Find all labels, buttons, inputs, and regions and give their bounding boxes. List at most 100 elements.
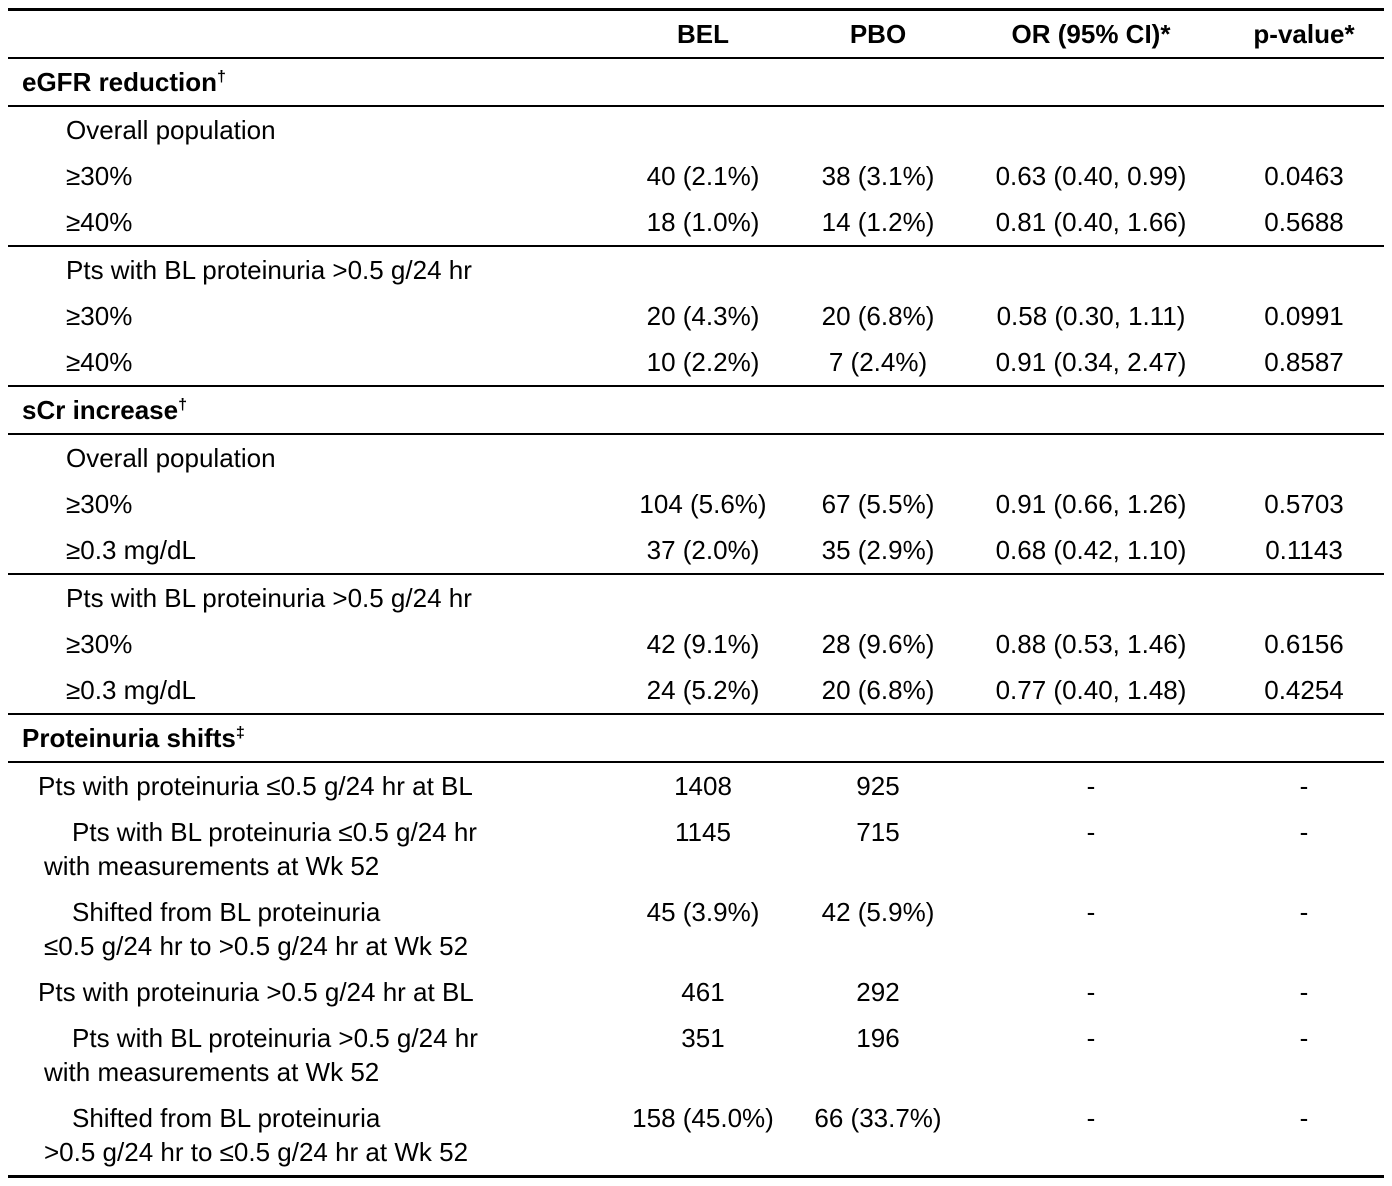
table-row-shifted-le05-to-gt05: Shifted from BL proteinuria ≤0.5 g/24 hr… — [8, 889, 1384, 969]
pbo-value: 7 (2.4%) — [828, 347, 928, 377]
section-title: Proteinuria shifts‡ — [8, 713, 1384, 763]
results-table: BEL PBO OR (95% CI)* p-value* eGFR reduc… — [8, 8, 1384, 1178]
table-row-scr-overall-30: ≥30% 104 (5.6%) 67 (5.5%) 0.91 (0.66, 1.… — [8, 481, 1384, 527]
pvalue-value: 0.0463 — [1264, 161, 1344, 191]
pbo-value: 925 — [856, 771, 900, 801]
row-label: ≥30% — [66, 301, 133, 331]
or-value: - — [1086, 771, 1096, 801]
table-row-scr-overall-03mgdl: ≥0.3 mg/dL 37 (2.0%) 35 (2.9%) 0.68 (0.4… — [8, 527, 1384, 574]
table-row-shifted-gt05-to-le05: Shifted from BL proteinuria >0.5 g/24 hr… — [8, 1095, 1384, 1177]
group-label: Pts with BL proteinuria >0.5 g/24 hr — [8, 245, 1384, 293]
double-dagger-footnote-marker: ‡ — [235, 723, 245, 742]
column-header-pbo: PBO — [798, 9, 958, 59]
row-label: ≥30% — [66, 489, 133, 519]
pvalue-value: 0.4254 — [1264, 675, 1344, 705]
table-row-pts-proteinuria-le05-bl: Pts with proteinuria ≤0.5 g/24 hr at BL … — [8, 762, 1384, 809]
pvalue-value: 0.8587 — [1264, 347, 1344, 377]
bel-value: 351 — [681, 1023, 725, 1053]
pvalue-value: 0.5703 — [1264, 489, 1344, 519]
or-value: - — [1086, 817, 1096, 847]
column-header-empty — [8, 9, 608, 59]
bel-value: 1145 — [675, 817, 731, 847]
or-value: 0.63 (0.40, 0.99) — [995, 161, 1187, 191]
row-label-line2: with measurements at Wk 52 — [44, 1057, 380, 1087]
group-row-overall-population: Overall population — [8, 434, 1384, 481]
bel-value: 37 (2.0%) — [646, 535, 760, 565]
pvalue-value: - — [1299, 817, 1309, 847]
or-value: 0.91 (0.34, 2.47) — [995, 347, 1187, 377]
row-label: Shifted from BL proteinuria ≤0.5 g/24 hr… — [8, 889, 608, 969]
section-title-text: sCr increase — [22, 395, 179, 425]
row-label-line2: ≤0.5 g/24 hr to >0.5 g/24 hr at Wk 52 — [44, 931, 469, 961]
pbo-value: 66 (33.7%) — [814, 1103, 942, 1133]
dagger-footnote-marker: † — [178, 395, 188, 414]
pbo-value: 67 (5.5%) — [821, 489, 935, 519]
bel-value: 42 (9.1%) — [646, 629, 760, 659]
row-label: Pts with BL proteinuria >0.5 g/24 hr wit… — [8, 1015, 608, 1095]
row-label: Pts with proteinuria ≤0.5 g/24 hr at BL — [38, 771, 473, 801]
row-label: Pts with BL proteinuria ≤0.5 g/24 hr wit… — [8, 809, 608, 889]
bel-value: 10 (2.2%) — [646, 347, 760, 377]
or-value: 0.88 (0.53, 1.46) — [995, 629, 1187, 659]
table-row-pts-proteinuria-gt05-bl: Pts with proteinuria >0.5 g/24 hr at BL … — [8, 969, 1384, 1015]
pvalue-value: - — [1299, 897, 1309, 927]
bel-value: 1408 — [674, 771, 732, 801]
or-value: 0.81 (0.40, 1.66) — [995, 207, 1187, 237]
pbo-value: 14 (1.2%) — [821, 207, 935, 237]
pvalue-value: - — [1299, 771, 1309, 801]
or-value: 0.68 (0.42, 1.10) — [995, 535, 1187, 565]
or-value: 0.91 (0.66, 1.26) — [995, 489, 1187, 519]
column-header-or-ci: OR (95% CI)* — [958, 9, 1224, 59]
bel-value: 40 (2.1%) — [646, 161, 760, 191]
table-row-scr-bl-30: ≥30% 42 (9.1%) 28 (9.6%) 0.88 (0.53, 1.4… — [8, 621, 1384, 667]
row-label-line1: Pts with BL proteinuria ≤0.5 g/24 hr — [72, 817, 477, 847]
row-label: ≥0.3 mg/dL — [66, 675, 196, 705]
group-label: Overall population — [66, 115, 276, 145]
table-row-egfr-bl-30: ≥30% 20 (4.3%) 20 (6.8%) 0.58 (0.30, 1.1… — [8, 293, 1384, 339]
section-title-text: eGFR reduction — [22, 67, 218, 97]
bel-value: 158 (45.0%) — [632, 1103, 774, 1133]
pbo-value: 38 (3.1%) — [821, 161, 935, 191]
group-label: Pts with BL proteinuria >0.5 g/24 hr — [8, 573, 1384, 621]
table-row-egfr-overall-30: ≥30% 40 (2.1%) 38 (3.1%) 0.63 (0.40, 0.9… — [8, 153, 1384, 199]
pvalue-value: 0.0991 — [1264, 301, 1344, 331]
row-label-line1: Shifted from BL proteinuria — [72, 1103, 381, 1133]
row-label: ≥40% — [66, 347, 133, 377]
section-row-scr-increase: sCr increase† — [8, 385, 1384, 435]
table-row-le05-with-measurements-wk52: Pts with BL proteinuria ≤0.5 g/24 hr wit… — [8, 809, 1384, 889]
group-row-bl-proteinuria: Pts with BL proteinuria >0.5 g/24 hr — [8, 573, 1384, 621]
bel-value: 45 (3.9%) — [646, 897, 760, 927]
pbo-value: 42 (5.9%) — [821, 897, 935, 927]
bel-value: 20 (4.3%) — [646, 301, 760, 331]
or-value: 0.77 (0.40, 1.48) — [995, 675, 1187, 705]
row-label: Shifted from BL proteinuria >0.5 g/24 hr… — [8, 1095, 608, 1177]
table-row-scr-bl-03mgdl: ≥0.3 mg/dL 24 (5.2%) 20 (6.8%) 0.77 (0.4… — [8, 667, 1384, 714]
pvalue-value: 0.5688 — [1264, 207, 1344, 237]
section-title: eGFR reduction† — [8, 57, 1384, 107]
row-label-line1: Pts with BL proteinuria >0.5 g/24 hr — [72, 1023, 478, 1053]
pvalue-value: - — [1299, 1103, 1309, 1133]
section-row-egfr-reduction: eGFR reduction† — [8, 57, 1384, 107]
bel-value: 24 (5.2%) — [646, 675, 760, 705]
pvalue-value: - — [1299, 977, 1309, 1007]
column-header-pvalue: p-value* — [1224, 9, 1384, 59]
or-value: - — [1086, 977, 1096, 1007]
or-value: - — [1086, 1103, 1096, 1133]
pbo-value: 35 (2.9%) — [821, 535, 935, 565]
pbo-value: 28 (9.6%) — [821, 629, 935, 659]
or-value: - — [1086, 1023, 1096, 1053]
row-label-line2: with measurements at Wk 52 — [44, 851, 380, 881]
pbo-value: 196 — [856, 1023, 900, 1053]
pbo-value: 20 (6.8%) — [821, 675, 935, 705]
table-row-gt05-with-measurements-wk52: Pts with BL proteinuria >0.5 g/24 hr wit… — [8, 1015, 1384, 1095]
row-label-line1: Shifted from BL proteinuria — [72, 897, 381, 927]
column-header-bel: BEL — [608, 9, 798, 59]
table-header-row: BEL PBO OR (95% CI)* p-value* — [8, 9, 1384, 59]
dagger-footnote-marker: † — [217, 67, 226, 86]
table-row-egfr-overall-40: ≥40% 18 (1.0%) 14 (1.2%) 0.81 (0.40, 1.6… — [8, 199, 1384, 246]
pvalue-value: 0.1143 — [1265, 535, 1343, 565]
row-label: Pts with proteinuria >0.5 g/24 hr at BL — [38, 977, 474, 1007]
group-label: Overall population — [66, 443, 276, 473]
bel-value: 18 (1.0%) — [646, 207, 760, 237]
